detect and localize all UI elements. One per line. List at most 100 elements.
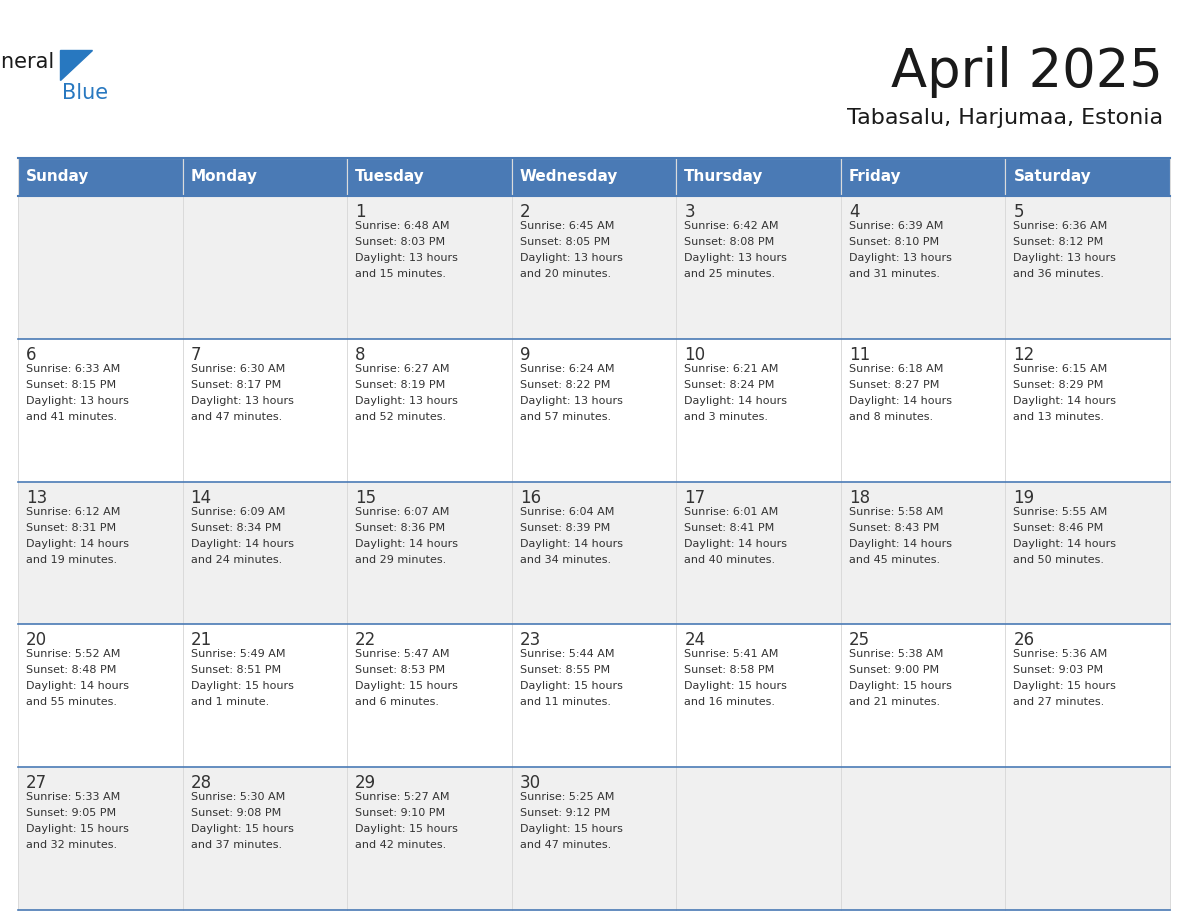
Text: 2: 2 [519, 203, 530, 221]
Text: Daylight: 13 hours: Daylight: 13 hours [519, 253, 623, 263]
Text: Sunrise: 6:45 AM: Sunrise: 6:45 AM [519, 221, 614, 231]
Text: Sunset: 8:15 PM: Sunset: 8:15 PM [26, 380, 116, 390]
Text: Daylight: 14 hours: Daylight: 14 hours [684, 396, 788, 406]
Text: 7: 7 [190, 346, 201, 364]
Text: 23: 23 [519, 632, 541, 649]
Text: and 36 minutes.: and 36 minutes. [1013, 269, 1105, 279]
Bar [841, 196, 1005, 339]
Text: Sunrise: 5:33 AM: Sunrise: 5:33 AM [26, 792, 120, 802]
Text: 6: 6 [26, 346, 37, 364]
Text: Daylight: 14 hours: Daylight: 14 hours [1013, 396, 1117, 406]
Text: and 21 minutes.: and 21 minutes. [849, 698, 940, 708]
Bar [841, 767, 1005, 910]
Text: 20: 20 [26, 632, 48, 649]
Text: Sunset: 8:19 PM: Sunset: 8:19 PM [355, 380, 446, 390]
Text: Sunrise: 5:25 AM: Sunrise: 5:25 AM [519, 792, 614, 802]
Text: and 1 minute.: and 1 minute. [190, 698, 268, 708]
Text: Daylight: 14 hours: Daylight: 14 hours [26, 539, 129, 549]
Text: 18: 18 [849, 488, 870, 507]
Text: Sunrise: 6:48 AM: Sunrise: 6:48 AM [355, 221, 449, 231]
Text: and 31 minutes.: and 31 minutes. [849, 269, 940, 279]
Bar [18, 196, 183, 339]
Text: and 47 minutes.: and 47 minutes. [190, 412, 282, 421]
Bar [183, 158, 347, 196]
Text: Sunset: 9:10 PM: Sunset: 9:10 PM [355, 808, 446, 818]
Text: 17: 17 [684, 488, 706, 507]
Text: Sunset: 8:46 PM: Sunset: 8:46 PM [1013, 522, 1104, 532]
Text: Sunset: 8:41 PM: Sunset: 8:41 PM [684, 522, 775, 532]
Text: 26: 26 [1013, 632, 1035, 649]
Text: Sunrise: 6:07 AM: Sunrise: 6:07 AM [355, 507, 449, 517]
Bar [512, 767, 676, 910]
Text: Thursday: Thursday [684, 170, 764, 185]
Text: and 20 minutes.: and 20 minutes. [519, 269, 611, 279]
Text: Daylight: 14 hours: Daylight: 14 hours [190, 539, 293, 549]
Text: Sunset: 8:22 PM: Sunset: 8:22 PM [519, 380, 611, 390]
Text: 10: 10 [684, 346, 706, 364]
Text: and 42 minutes.: and 42 minutes. [355, 840, 447, 850]
Text: Daylight: 15 hours: Daylight: 15 hours [519, 824, 623, 834]
Text: and 52 minutes.: and 52 minutes. [355, 412, 447, 421]
Bar [512, 196, 676, 339]
Text: Sunset: 8:10 PM: Sunset: 8:10 PM [849, 237, 939, 247]
Text: Sunset: 9:08 PM: Sunset: 9:08 PM [190, 808, 280, 818]
Text: Sunset: 8:39 PM: Sunset: 8:39 PM [519, 522, 609, 532]
Text: Tabasalu, Harjumaa, Estonia: Tabasalu, Harjumaa, Estonia [847, 108, 1163, 128]
Text: Daylight: 14 hours: Daylight: 14 hours [26, 681, 129, 691]
Text: Sunset: 9:12 PM: Sunset: 9:12 PM [519, 808, 609, 818]
Text: Daylight: 15 hours: Daylight: 15 hours [190, 681, 293, 691]
Text: Sunset: 9:05 PM: Sunset: 9:05 PM [26, 808, 116, 818]
Bar [183, 767, 347, 910]
Text: Daylight: 13 hours: Daylight: 13 hours [355, 253, 459, 263]
Text: 24: 24 [684, 632, 706, 649]
Text: and 8 minutes.: and 8 minutes. [849, 412, 933, 421]
Text: and 6 minutes.: and 6 minutes. [355, 698, 440, 708]
Text: Sunrise: 6:33 AM: Sunrise: 6:33 AM [26, 364, 120, 374]
Text: Daylight: 15 hours: Daylight: 15 hours [355, 681, 459, 691]
Text: Daylight: 14 hours: Daylight: 14 hours [519, 539, 623, 549]
Text: Sunrise: 5:30 AM: Sunrise: 5:30 AM [190, 792, 285, 802]
Text: and 40 minutes.: and 40 minutes. [684, 554, 776, 565]
Text: April 2025: April 2025 [891, 46, 1163, 98]
Text: Sunrise: 6:39 AM: Sunrise: 6:39 AM [849, 221, 943, 231]
Bar [1005, 624, 1170, 767]
Text: Sunset: 8:03 PM: Sunset: 8:03 PM [355, 237, 446, 247]
Bar [347, 624, 512, 767]
Bar [512, 482, 676, 624]
Bar [1005, 158, 1170, 196]
Text: and 47 minutes.: and 47 minutes. [519, 840, 611, 850]
Text: 4: 4 [849, 203, 859, 221]
Text: Sunset: 8:27 PM: Sunset: 8:27 PM [849, 380, 940, 390]
Text: and 45 minutes.: and 45 minutes. [849, 554, 940, 565]
Text: Sunrise: 5:41 AM: Sunrise: 5:41 AM [684, 649, 778, 659]
Text: Daylight: 14 hours: Daylight: 14 hours [355, 539, 459, 549]
Bar [512, 158, 676, 196]
Text: and 57 minutes.: and 57 minutes. [519, 412, 611, 421]
Bar [1005, 482, 1170, 624]
Text: Sunrise: 6:18 AM: Sunrise: 6:18 AM [849, 364, 943, 374]
Bar [18, 158, 183, 196]
Text: General: General [0, 52, 55, 72]
Text: Sunset: 8:34 PM: Sunset: 8:34 PM [190, 522, 280, 532]
Text: Daylight: 13 hours: Daylight: 13 hours [684, 253, 788, 263]
Text: Blue: Blue [62, 83, 108, 103]
Text: Sunrise: 6:12 AM: Sunrise: 6:12 AM [26, 507, 120, 517]
Text: Sunset: 8:58 PM: Sunset: 8:58 PM [684, 666, 775, 676]
Text: Sunrise: 5:52 AM: Sunrise: 5:52 AM [26, 649, 120, 659]
Text: 5: 5 [1013, 203, 1024, 221]
Text: and 16 minutes.: and 16 minutes. [684, 698, 776, 708]
Text: Daylight: 14 hours: Daylight: 14 hours [849, 396, 952, 406]
Bar [347, 196, 512, 339]
Text: 29: 29 [355, 774, 377, 792]
Bar [18, 482, 183, 624]
Bar [676, 196, 841, 339]
Text: Sunrise: 5:44 AM: Sunrise: 5:44 AM [519, 649, 614, 659]
Bar [183, 339, 347, 482]
Text: 15: 15 [355, 488, 377, 507]
Text: Daylight: 13 hours: Daylight: 13 hours [190, 396, 293, 406]
Text: Daylight: 15 hours: Daylight: 15 hours [1013, 681, 1117, 691]
Text: 8: 8 [355, 346, 366, 364]
Bar [841, 624, 1005, 767]
Text: Sunrise: 5:38 AM: Sunrise: 5:38 AM [849, 649, 943, 659]
Text: Daylight: 13 hours: Daylight: 13 hours [355, 396, 459, 406]
